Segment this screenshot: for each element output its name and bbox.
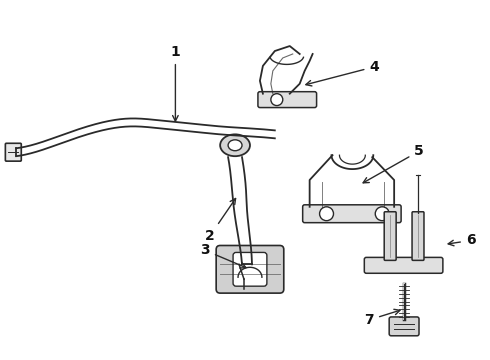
- FancyBboxPatch shape: [233, 252, 267, 286]
- Circle shape: [319, 207, 334, 221]
- FancyBboxPatch shape: [216, 246, 284, 293]
- FancyBboxPatch shape: [412, 212, 424, 260]
- Text: 5: 5: [363, 144, 424, 183]
- Text: 2: 2: [205, 198, 236, 243]
- Circle shape: [271, 94, 283, 105]
- Ellipse shape: [228, 140, 242, 151]
- FancyBboxPatch shape: [5, 143, 21, 161]
- Circle shape: [375, 207, 389, 221]
- Text: 3: 3: [200, 243, 246, 268]
- FancyBboxPatch shape: [258, 92, 317, 108]
- FancyBboxPatch shape: [384, 212, 396, 260]
- Text: 1: 1: [171, 45, 180, 121]
- Text: 6: 6: [448, 234, 475, 247]
- FancyBboxPatch shape: [303, 205, 401, 223]
- FancyBboxPatch shape: [389, 317, 419, 336]
- Text: 7: 7: [365, 309, 400, 327]
- FancyBboxPatch shape: [365, 257, 443, 273]
- Ellipse shape: [220, 134, 250, 156]
- Text: 4: 4: [306, 60, 379, 86]
